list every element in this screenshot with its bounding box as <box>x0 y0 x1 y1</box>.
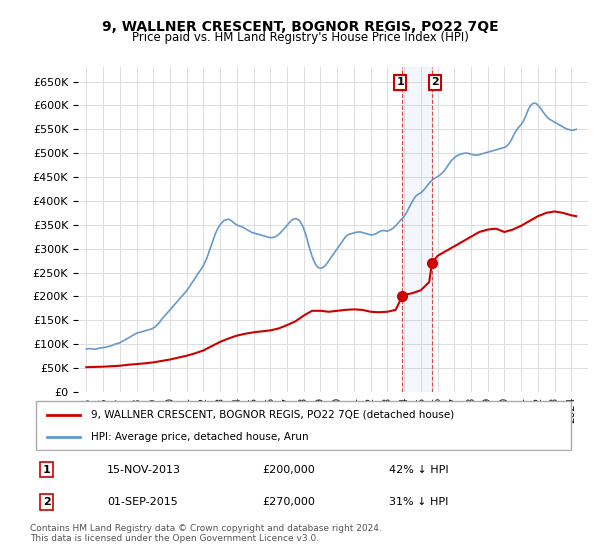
Text: 2: 2 <box>431 77 439 87</box>
Text: 9, WALLNER CRESCENT, BOGNOR REGIS, PO22 7QE: 9, WALLNER CRESCENT, BOGNOR REGIS, PO22 … <box>101 20 499 34</box>
Text: £270,000: £270,000 <box>262 497 315 507</box>
Text: 01-SEP-2015: 01-SEP-2015 <box>107 497 178 507</box>
Bar <box>402 67 432 392</box>
Text: 31% ↓ HPI: 31% ↓ HPI <box>389 497 448 507</box>
FancyBboxPatch shape <box>35 402 571 450</box>
Text: 1: 1 <box>43 465 50 475</box>
Text: 2: 2 <box>43 497 50 507</box>
Text: HPI: Average price, detached house, Arun: HPI: Average price, detached house, Arun <box>91 432 308 442</box>
Text: 9, WALLNER CRESCENT, BOGNOR REGIS, PO22 7QE (detached house): 9, WALLNER CRESCENT, BOGNOR REGIS, PO22 … <box>91 409 454 419</box>
Text: 15-NOV-2013: 15-NOV-2013 <box>107 465 181 475</box>
Text: 42% ↓ HPI: 42% ↓ HPI <box>389 465 448 475</box>
Text: £200,000: £200,000 <box>262 465 314 475</box>
Text: 1: 1 <box>397 77 404 87</box>
Text: Price paid vs. HM Land Registry's House Price Index (HPI): Price paid vs. HM Land Registry's House … <box>131 31 469 44</box>
Text: Contains HM Land Registry data © Crown copyright and database right 2024.
This d: Contains HM Land Registry data © Crown c… <box>30 524 382 543</box>
